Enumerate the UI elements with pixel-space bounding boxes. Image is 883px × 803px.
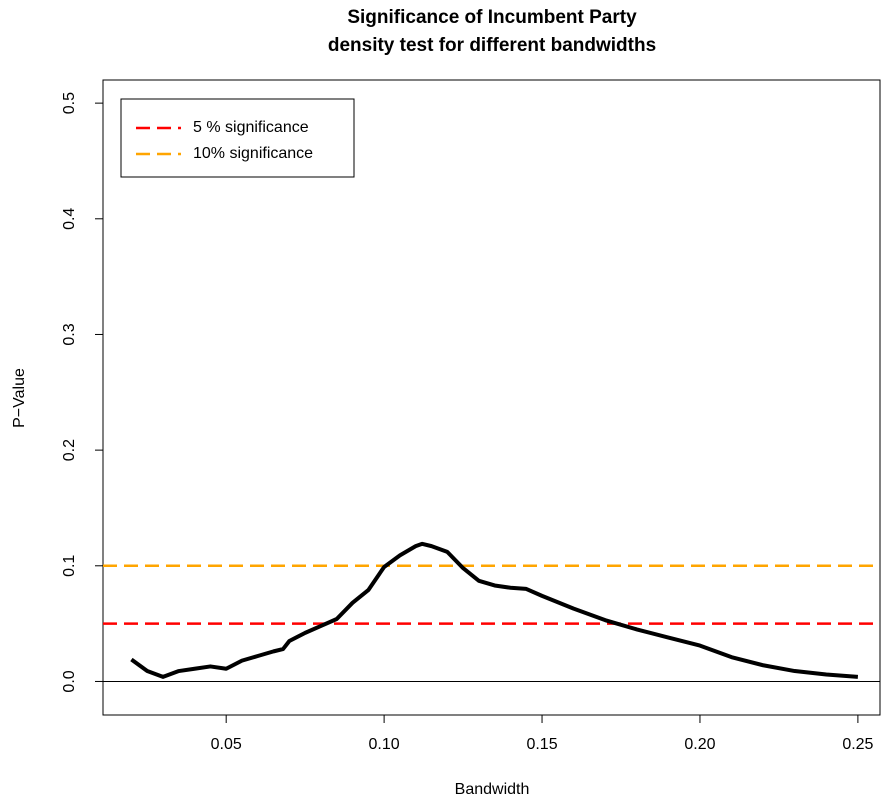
y-tick-label: 0.4 xyxy=(61,208,78,230)
data-line xyxy=(130,541,859,679)
chart-title: Significance of Incumbent Party xyxy=(347,7,637,28)
y-axis-label: P−Value xyxy=(11,368,28,428)
x-tick-label: 0.05 xyxy=(211,736,242,753)
x-tick-label: 0.25 xyxy=(842,736,873,753)
y-tick-label: 0.2 xyxy=(61,439,78,461)
y-tick-label: 0.1 xyxy=(61,555,78,577)
legend-box xyxy=(120,98,355,178)
x-tick-label: 0.15 xyxy=(526,736,557,753)
y-tick-label: 0.3 xyxy=(61,323,78,345)
plot-frame xyxy=(102,79,881,716)
legend-label: 10% significance xyxy=(193,145,313,162)
y-tick-label: 0.5 xyxy=(61,92,78,114)
legend-label: 5 % significance xyxy=(193,119,309,136)
chart-title: density test for different bandwidths xyxy=(328,35,656,56)
x-axis-label: Bandwidth xyxy=(455,781,530,798)
x-tick-label: 0.10 xyxy=(369,736,400,753)
x-tick-label: 0.20 xyxy=(684,736,715,753)
y-tick-label: 0.0 xyxy=(61,670,78,692)
